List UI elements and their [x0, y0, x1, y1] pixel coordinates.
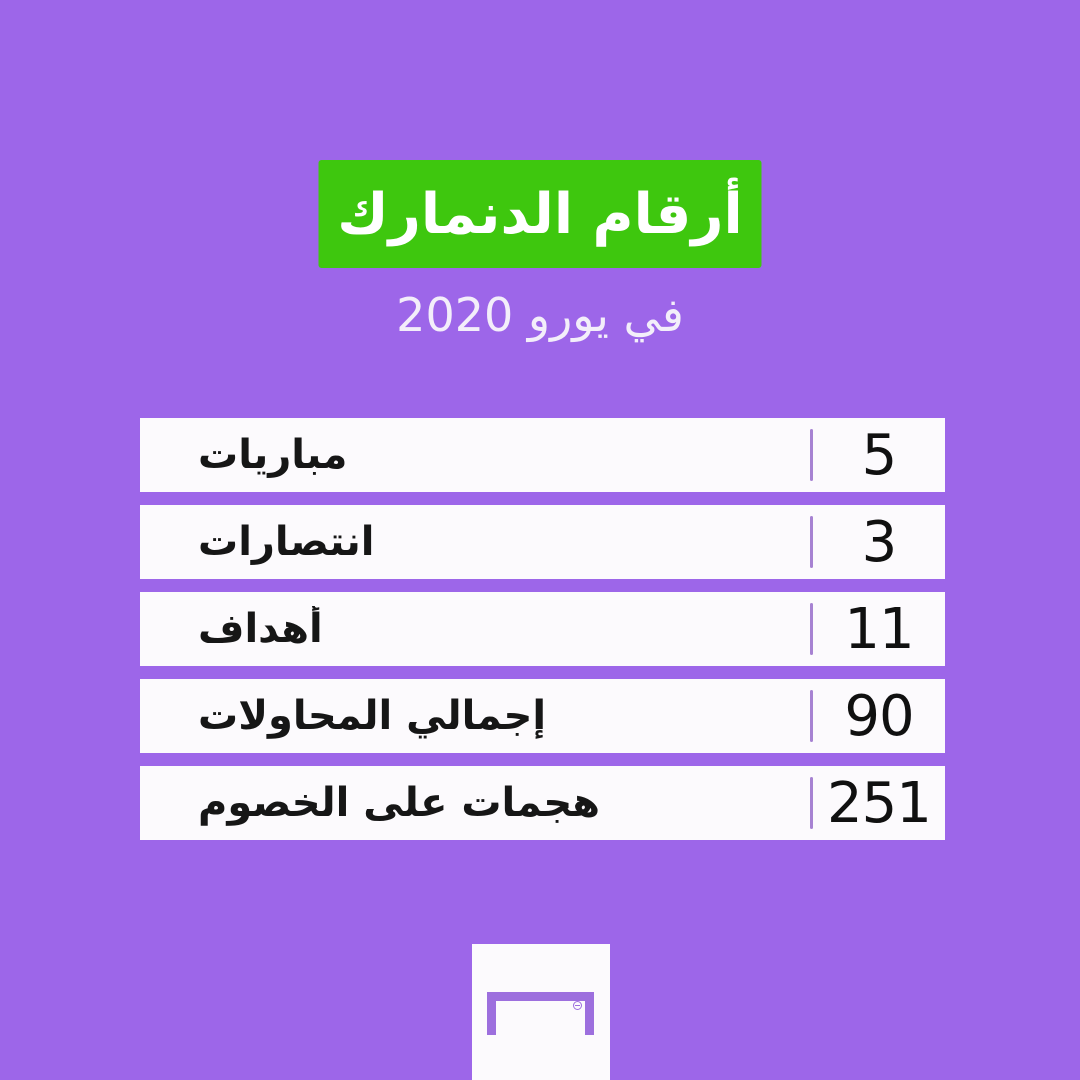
stat-row-wins: انتصارات 3	[140, 505, 945, 579]
page-title: أرقام الدنمارك	[337, 181, 743, 247]
stat-label: مباريات	[198, 432, 348, 478]
stat-row-goals: أهداف 11	[140, 592, 945, 666]
stat-divider	[810, 516, 813, 568]
stats-table: مباريات 5 انتصارات 3 أهداف 11 إجمالي الم…	[140, 418, 945, 840]
stat-row-total-attempts: إجمالي المحاولات 90	[140, 679, 945, 753]
stat-value: 3	[861, 509, 898, 575]
stat-value: 5	[861, 422, 898, 488]
stat-value: 251	[827, 770, 932, 836]
goal-logo	[472, 944, 610, 1080]
ball-icon	[573, 1001, 582, 1010]
stat-label: أهداف	[198, 606, 323, 652]
stat-label: إجمالي المحاولات	[198, 693, 547, 739]
stat-label: انتصارات	[198, 519, 375, 565]
stat-row-matches: مباريات 5	[140, 418, 945, 492]
stat-value: 90	[844, 683, 914, 749]
goal-frame-icon	[487, 992, 594, 1035]
stat-value: 11	[844, 596, 914, 662]
stat-divider	[810, 603, 813, 655]
stat-row-attacks: هجمات على الخصوم 251	[140, 766, 945, 840]
stat-divider	[810, 690, 813, 742]
stat-divider	[810, 429, 813, 481]
title-banner: أرقام الدنمارك	[318, 160, 762, 268]
stat-divider	[810, 777, 813, 829]
subtitle: في يورو 2020	[396, 288, 684, 342]
stat-label: هجمات على الخصوم	[198, 780, 600, 826]
